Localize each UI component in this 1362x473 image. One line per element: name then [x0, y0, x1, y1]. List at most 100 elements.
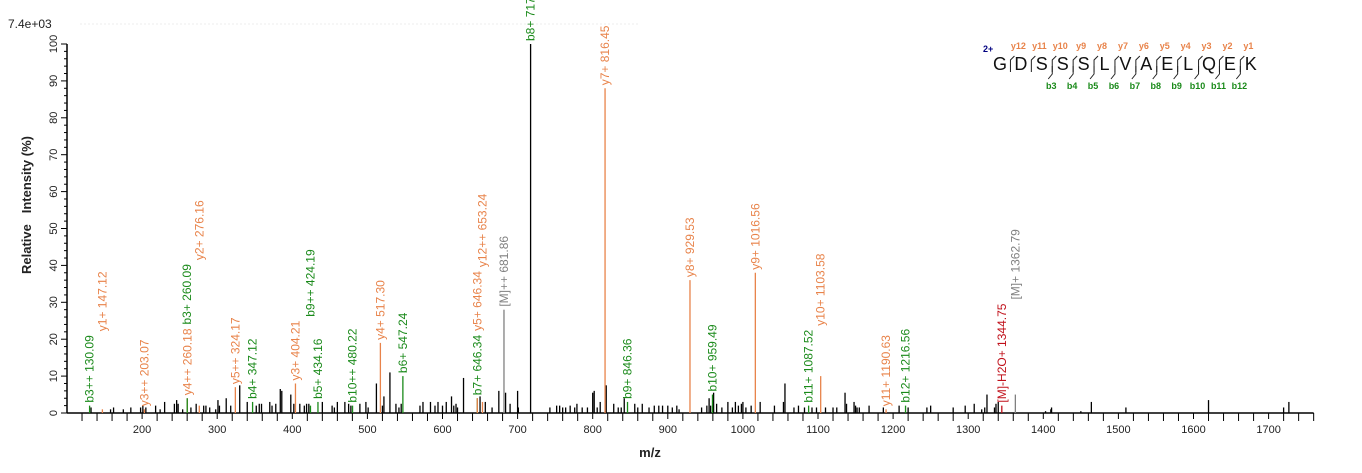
- y-ion-label: y7: [1118, 41, 1128, 51]
- sequence-residue: A: [1140, 54, 1152, 74]
- peak-label: b12+ 1216.56: [899, 329, 913, 403]
- b-ion-label: b6: [1109, 81, 1120, 91]
- y-cleavage-mark: [1114, 55, 1120, 72]
- b-ion-label: b4: [1067, 81, 1078, 91]
- y-ion-label: y9: [1076, 41, 1086, 51]
- sequence-residue: E: [1161, 54, 1173, 74]
- y-tick-label: 0: [48, 410, 60, 416]
- peak-label: b3++ 130.09: [83, 335, 97, 403]
- peak-label: y5++ 324.17: [228, 317, 242, 384]
- y-cleavage-mark: [1093, 55, 1099, 72]
- x-tick-label: 1600: [1181, 424, 1205, 436]
- peak-label: y4++ 260.18: [180, 328, 194, 395]
- peak-label: y2+ 276.16: [192, 200, 206, 260]
- y-ion-label: y6: [1139, 41, 1149, 51]
- peak-label: y7+ 816.45: [598, 25, 612, 85]
- y-ion-label: y2: [1222, 41, 1232, 51]
- sequence-residue: Q: [1202, 54, 1216, 74]
- x-tick-label: 800: [584, 424, 602, 436]
- y-ion-label: y5: [1160, 41, 1170, 51]
- peak-label: b6+ 547.24: [396, 312, 410, 373]
- b-cleavage-mark: [1131, 66, 1137, 80]
- peak-label: b8+ 717.3: [524, 0, 538, 41]
- peak-label: y12++ 653.24: [475, 193, 489, 267]
- y-tick-label: 30: [48, 296, 60, 308]
- x-tick-label: 1700: [1256, 424, 1280, 436]
- y-ion-label: y8: [1097, 41, 1107, 51]
- peak-label: b3+ 260.09: [180, 264, 194, 325]
- b-cleavage-mark: [1152, 66, 1158, 80]
- x-tick-label: 200: [133, 424, 151, 436]
- y-cleavage-mark: [1218, 55, 1224, 72]
- y-cleavage-mark: [1051, 55, 1057, 72]
- peak-label: b10++ 480.22: [346, 328, 360, 402]
- y-cleavage-mark: [1072, 55, 1078, 72]
- x-tick-label: 1500: [1106, 424, 1130, 436]
- b-ion-label: b10: [1190, 81, 1206, 91]
- b-cleavage-mark: [1047, 66, 1053, 80]
- y-ion-label: y10: [1053, 41, 1068, 51]
- b-cleavage-mark: [1173, 66, 1179, 80]
- peak-label: b7+ 646.34: [470, 335, 484, 396]
- peak-label: [M]++ 681.86: [497, 236, 511, 307]
- sequence-residue: V: [1119, 54, 1131, 74]
- peak-label: b10+ 959.49: [705, 324, 719, 391]
- x-tick-label: 1300: [956, 424, 980, 436]
- charge-state: 2+: [983, 44, 993, 54]
- b-ion-label: b12: [1232, 81, 1248, 91]
- x-tick-label: 1200: [881, 424, 905, 436]
- y-tick-label: 100: [48, 35, 60, 53]
- peak-label: y8+ 929.53: [683, 217, 697, 277]
- b-ion-label: b3: [1046, 81, 1057, 91]
- x-tick-label: 1100: [806, 424, 830, 436]
- b-cleavage-mark: [1068, 66, 1074, 80]
- peak-label: y5+ 646.34: [470, 271, 484, 331]
- peak-label: [M]-H2O+ 1344.75: [995, 303, 1009, 402]
- x-tick-label: 900: [659, 424, 677, 436]
- sequence-residue: S: [1036, 54, 1048, 74]
- peak-label: y3+ 404.21: [288, 320, 302, 380]
- x-tick-label: 400: [283, 424, 301, 436]
- peak-labels: b3++ 130.09 y1+ 147.12 y3++ 203.07 y4++ 260…: [83, 0, 1023, 406]
- b-cleavage-mark: [1215, 66, 1220, 80]
- b-ion-label: b11: [1211, 81, 1226, 91]
- peak-label: y1+ 147.12: [95, 271, 109, 331]
- peak-label: b11+ 1087.52: [802, 329, 816, 402]
- sequence-residue: S: [1078, 54, 1090, 74]
- b-cleavage-mark: [1089, 66, 1095, 80]
- x-axis-title: m/z: [639, 445, 661, 460]
- peak-label: b5+ 434.16: [311, 338, 325, 399]
- b-ion-label: b5: [1088, 81, 1099, 91]
- x-tick-label: 500: [358, 424, 376, 436]
- y-cleavage-mark: [1239, 55, 1245, 72]
- y-axis-title: Relative Intensity (%): [19, 136, 34, 274]
- y-tick-label: 60: [48, 185, 60, 197]
- sequence-residue: D: [1014, 54, 1027, 74]
- peak-label: y11+ 1190.63: [879, 335, 893, 407]
- y-tick-label: 40: [48, 259, 60, 271]
- y-ion-label: y3: [1202, 41, 1212, 51]
- scale-label: 7.4e+03: [8, 17, 52, 31]
- sequence-residue: L: [1099, 54, 1109, 74]
- peak-label: [M]+ 1362.79: [1008, 229, 1022, 300]
- y-ion-label: y1: [1243, 41, 1253, 51]
- y-cleavage-mark: [1177, 55, 1183, 72]
- peak-label: y3++ 203.07: [137, 339, 151, 406]
- y-tick-label: 20: [48, 333, 60, 345]
- b-ion-label: b8: [1150, 81, 1161, 91]
- b-cleavage-mark: [1235, 66, 1241, 80]
- y-cleavage-mark: [1030, 55, 1036, 72]
- y-cleavage-mark: [1135, 55, 1141, 72]
- peak-label: y4+ 517.30: [373, 280, 387, 340]
- peaks: [88, 44, 1290, 413]
- b-ion-label: b7: [1130, 81, 1141, 91]
- x-tick-label: 300: [208, 424, 226, 436]
- y-tick-label: 50: [48, 222, 60, 234]
- peak-label: b9+ 846.36: [621, 338, 635, 399]
- y-ion-label: y12: [1011, 41, 1026, 51]
- peak-label: y9+ 1016.56: [748, 203, 762, 270]
- b-cleavage-mark: [1194, 66, 1200, 80]
- y-tick-label: 10: [48, 370, 60, 382]
